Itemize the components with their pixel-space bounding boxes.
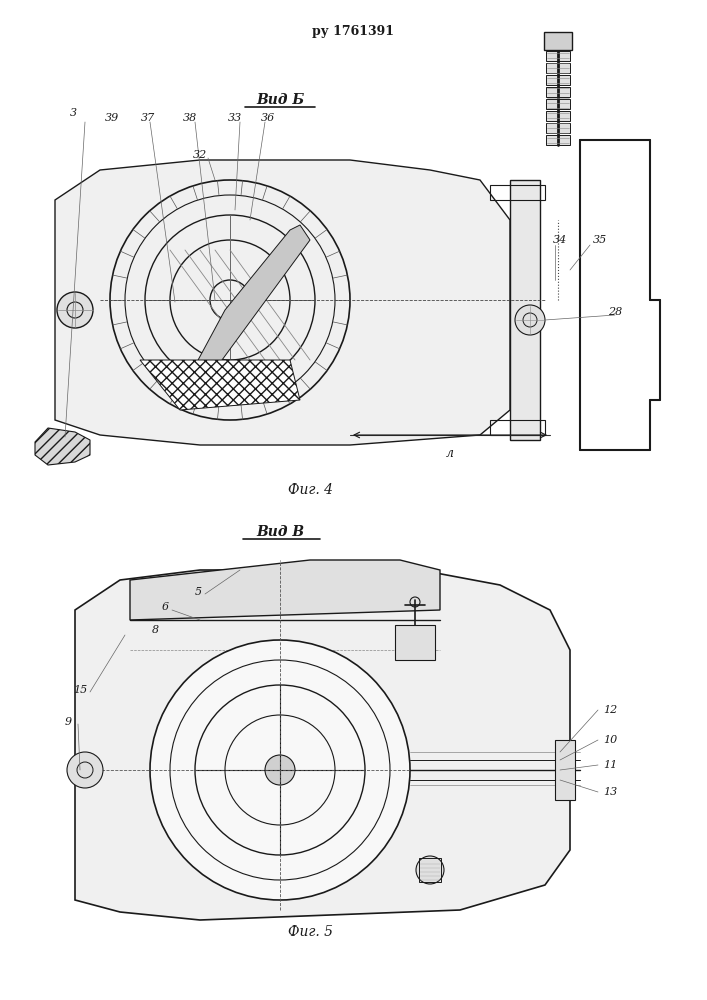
Polygon shape: [140, 360, 300, 410]
Text: Фиг. 5: Фиг. 5: [288, 925, 332, 939]
Circle shape: [416, 856, 444, 884]
Circle shape: [57, 292, 93, 328]
Circle shape: [150, 640, 410, 900]
Bar: [555, 740, 575, 800]
Text: 35: 35: [593, 235, 607, 245]
Text: 6: 6: [161, 602, 168, 612]
Polygon shape: [190, 225, 310, 390]
Bar: [490, 185, 545, 200]
Polygon shape: [35, 428, 90, 465]
Bar: [490, 420, 545, 435]
Text: ру 1761391: ру 1761391: [312, 25, 394, 38]
Text: 15: 15: [73, 685, 87, 695]
Text: 3: 3: [69, 108, 76, 118]
Bar: [546, 111, 570, 121]
Text: 37: 37: [141, 113, 155, 123]
Bar: [546, 75, 570, 85]
Bar: [544, 32, 572, 50]
Circle shape: [67, 752, 103, 788]
Bar: [546, 39, 570, 49]
Bar: [546, 99, 570, 109]
Text: 38: 38: [183, 113, 197, 123]
Text: 39: 39: [105, 113, 119, 123]
Text: 8: 8: [151, 625, 158, 635]
Bar: [395, 625, 435, 660]
Text: Фиг. 4: Фиг. 4: [288, 483, 332, 497]
Circle shape: [515, 305, 545, 335]
Text: 34: 34: [553, 235, 567, 245]
Text: 9: 9: [64, 717, 71, 727]
Text: 13: 13: [603, 787, 617, 797]
Text: 11: 11: [603, 760, 617, 770]
Bar: [546, 123, 570, 133]
Bar: [546, 87, 570, 97]
Bar: [419, 858, 441, 882]
Text: 12: 12: [603, 705, 617, 715]
Text: 32: 32: [193, 150, 207, 160]
Bar: [546, 51, 570, 61]
Bar: [510, 180, 540, 440]
Polygon shape: [75, 570, 570, 920]
Text: 5: 5: [194, 587, 201, 597]
Polygon shape: [55, 160, 510, 445]
Polygon shape: [130, 560, 440, 620]
Text: 33: 33: [228, 113, 242, 123]
Circle shape: [265, 755, 295, 785]
Text: 10: 10: [603, 735, 617, 745]
Text: 28: 28: [608, 307, 622, 317]
Bar: [546, 135, 570, 145]
Text: Вид В: Вид В: [256, 525, 304, 539]
Text: л: л: [446, 447, 454, 460]
Text: Вид Б: Вид Б: [256, 93, 304, 107]
Bar: [546, 63, 570, 73]
Text: 36: 36: [261, 113, 275, 123]
